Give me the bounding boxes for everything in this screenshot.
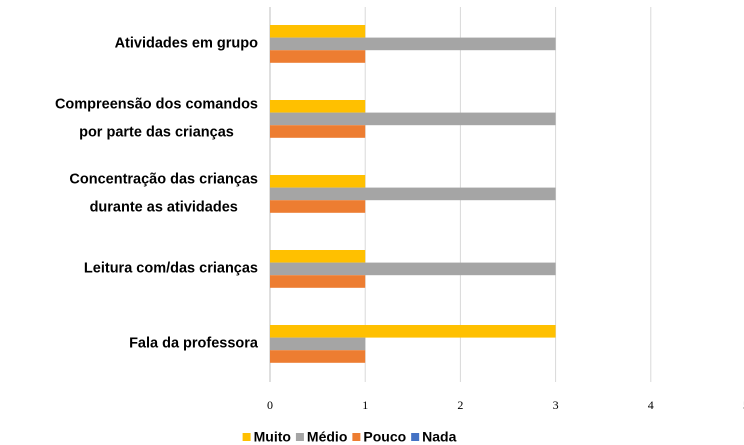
bar [270, 187, 556, 201]
category-line: Leitura com/das crianças [84, 260, 258, 276]
category-label: Concentração das crianças durante as ativ… [69, 171, 258, 215]
bar [270, 37, 556, 51]
bar [270, 200, 366, 213]
category-line: durante as atividades [90, 199, 238, 215]
x-tick-label: 2 [457, 398, 463, 412]
legend: Muito Médio Pouco Nada [242, 429, 457, 445]
bar [270, 350, 366, 363]
bar [270, 25, 366, 38]
category-line: por parte das crianças [79, 124, 234, 140]
legend-swatch [295, 433, 304, 441]
legend-label: Muito [254, 429, 291, 445]
legend-label: Pouco [363, 429, 406, 445]
category-line: Fala da professora [129, 335, 259, 351]
bar [270, 275, 366, 288]
category-label: Atividades em grupo [115, 35, 259, 51]
legend-swatch [411, 433, 420, 441]
bar [270, 250, 366, 263]
category-line: Concentração das crianças [69, 171, 258, 187]
bar [270, 262, 556, 276]
category-label: Leitura com/das crianças [84, 260, 258, 276]
category-line: Atividades em grupo [115, 35, 259, 51]
category-line: Compreensão dos comandos [55, 96, 258, 112]
x-tick-label: 1 [362, 398, 368, 412]
bar [270, 50, 366, 63]
legend-label: Nada [422, 429, 456, 445]
category-label: Compreensão dos comandos por parte das cr… [55, 96, 258, 140]
bar [270, 325, 556, 338]
bar [270, 100, 366, 113]
category-label: Fala da professora [129, 335, 259, 351]
legend-swatch [352, 433, 361, 441]
x-tick-label: 0 [267, 398, 273, 412]
bar [270, 112, 556, 126]
x-tick-label: 3 [553, 398, 559, 412]
x-tick-label: 4 [648, 398, 654, 412]
bar [270, 175, 366, 188]
legend-swatch [242, 433, 251, 441]
bar [270, 337, 366, 351]
legend-label: Médio [307, 429, 347, 445]
bar [270, 125, 366, 138]
